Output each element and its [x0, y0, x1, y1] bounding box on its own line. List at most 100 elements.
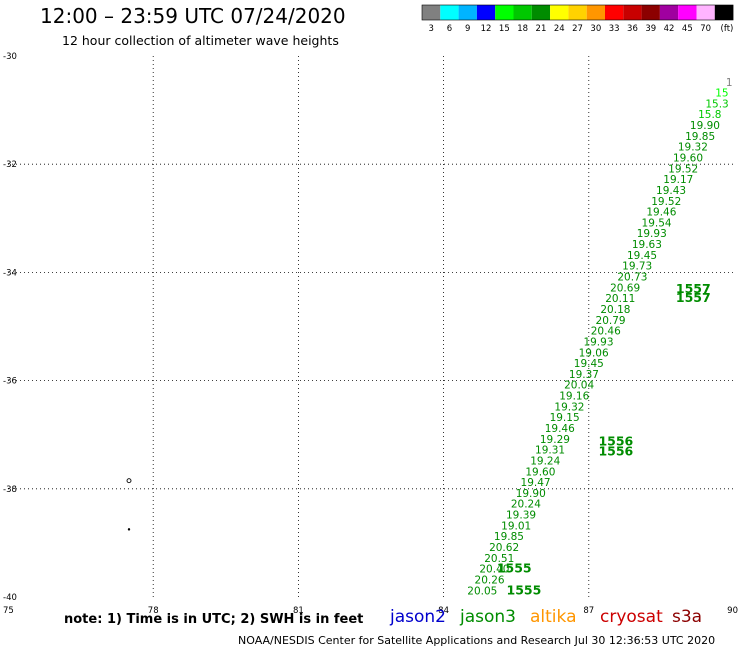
swh-value-label: 19.01 — [501, 520, 531, 532]
swh-value-label: 20.46 — [591, 326, 621, 338]
dot-marker — [127, 528, 131, 531]
plot-grid — [8, 56, 734, 597]
x-tick-label: 87 — [583, 606, 594, 616]
y-tick-label: -36 — [3, 377, 17, 387]
legend-bin-label: 24 — [554, 24, 565, 34]
swh-value-label: 19.93 — [583, 336, 613, 348]
legend-bin-label: 18 — [517, 24, 528, 34]
legend-swatch — [531, 5, 551, 20]
legend-swatch — [678, 5, 697, 20]
legend-bin-label: 15 — [499, 24, 510, 34]
x-tick-label: 75 — [3, 606, 14, 616]
legend-swatch — [513, 5, 532, 20]
legend-swatch — [586, 5, 605, 20]
swh-value-label: 19.90 — [690, 120, 720, 132]
altimeter-track: 20.0520.2620.4020.5120.6219.8519.0119.39… — [126, 77, 733, 597]
chart-subtitle: 12 hour collection of altimeter wave hei… — [62, 33, 339, 48]
swh-value-label: 19.60 — [673, 152, 703, 164]
pass-number-label: 1557 — [676, 281, 711, 296]
swh-value-label: 19.46 — [646, 207, 676, 219]
swh-value-label: 19.43 — [656, 185, 686, 197]
x-tick-label: 84 — [438, 606, 449, 616]
footer-note: note: 1) Time is in UTC; 2) SWH is in fe… — [64, 612, 364, 627]
legend-swatch — [568, 5, 587, 20]
swh-value-label: 19.46 — [545, 423, 575, 435]
swh-value-label: 19.63 — [632, 239, 662, 251]
swh-value-label: 20.24 — [511, 499, 541, 511]
y-tick-label: -34 — [3, 268, 17, 278]
swh-value-label: 19.60 — [525, 466, 555, 478]
swh-value-label: 19.15 — [550, 412, 580, 424]
legend-bin-label: 39 — [645, 24, 656, 34]
legend-bin-label: 45 — [682, 24, 693, 34]
satellite-name-s3a: s3a — [672, 607, 703, 627]
legend-bin-label: 70 — [700, 24, 711, 34]
legend-bin-label: 3 — [428, 24, 433, 34]
swh-value-label: 19.52 — [651, 196, 681, 208]
open-circle-marker — [126, 478, 132, 484]
swh-value-label: 19.31 — [535, 445, 565, 457]
swh-value-label: 19.06 — [579, 347, 609, 359]
swh-value-label: 20.11 — [605, 293, 635, 305]
swh-legend: 3 6 9 12 15 18 21 24 27 30 33 36 39 42 45 70 (ft) — [421, 4, 734, 34]
swh-value-label: 15.8 — [698, 109, 721, 121]
swh-value-label: 20.40 — [479, 564, 509, 576]
swh-value-label: 19.45 — [627, 250, 657, 262]
swh-value-label: 20.69 — [610, 282, 640, 294]
swh-value-label: 19.90 — [516, 488, 546, 500]
pass-number-label: 1557 — [676, 290, 711, 305]
pass-number-label: 1555 — [497, 561, 532, 576]
swh-value-label: 15 — [715, 88, 728, 100]
legend-bin-label: 42 — [664, 24, 675, 34]
swh-value-label: 19.85 — [494, 531, 524, 543]
swh-value-label: 19.17 — [663, 174, 693, 186]
swh-value-label: 20.79 — [596, 315, 626, 327]
swh-value-label: 19.93 — [637, 228, 667, 240]
legend-bin-label: 12 — [481, 24, 492, 34]
legend-swatch — [550, 5, 569, 20]
legend-bin-label: 6 — [447, 24, 452, 34]
swh-value-label: 20.26 — [475, 574, 505, 586]
swh-value-label: 19.32 — [678, 142, 708, 154]
legend-bin-label: 9 — [465, 24, 470, 34]
footer-credit: NOAA/NESDIS Center for Satellite Applica… — [238, 634, 716, 647]
legend-swatch — [714, 5, 734, 20]
swh-value-label: 19.45 — [574, 358, 604, 370]
swh-value-label: 19.37 — [569, 369, 599, 381]
swh-value-label: 19.54 — [642, 217, 672, 229]
pass-number-label: 1556 — [598, 434, 633, 449]
legend-swatch — [476, 5, 496, 20]
legend-unit-label: (ft) — [721, 24, 734, 34]
swh-value-label: 19.29 — [540, 434, 570, 446]
legend-bin-label: 30 — [590, 24, 601, 34]
legend-swatch — [440, 5, 459, 20]
legend-swatch — [605, 5, 624, 20]
axis-tick-labels: 75 78 81 84 87 90 -30 -32 -34 -36 -38 -40 — [3, 52, 738, 616]
y-tick-label: -30 — [3, 52, 17, 62]
swh-value-label: 20.51 — [484, 553, 514, 565]
swh-value-label: 19.47 — [521, 477, 551, 489]
legend-swatch — [422, 5, 441, 20]
legend-bin-label: 27 — [572, 24, 583, 34]
x-tick-label: 78 — [148, 606, 159, 616]
y-tick-label: -40 — [3, 593, 17, 603]
swh-value-label: 19.32 — [554, 401, 584, 413]
satellite-name-jason3: jason3 — [460, 607, 516, 627]
y-tick-label: -38 — [3, 485, 17, 495]
swh-value-label: 19.16 — [559, 391, 589, 403]
satellite-name-altika: altika — [530, 607, 577, 627]
swh-value-label: 20.18 — [600, 304, 630, 316]
legend-bin-label: 36 — [627, 24, 638, 34]
satellite-name-jason2: jason2 — [390, 607, 446, 627]
swh-value-label: 19.39 — [506, 510, 536, 522]
satellite-name-cryosat: cryosat — [600, 607, 663, 627]
legend-bin-label: 21 — [536, 24, 547, 34]
swh-value-label: 15.3 — [705, 98, 728, 110]
swh-value-label: 19.52 — [668, 163, 698, 175]
x-tick-label: 81 — [293, 606, 304, 616]
swh-value-label: 20.05 — [467, 585, 497, 597]
pass-number-label: 1555 — [507, 582, 542, 597]
swh-value-label: 19.24 — [530, 455, 560, 467]
